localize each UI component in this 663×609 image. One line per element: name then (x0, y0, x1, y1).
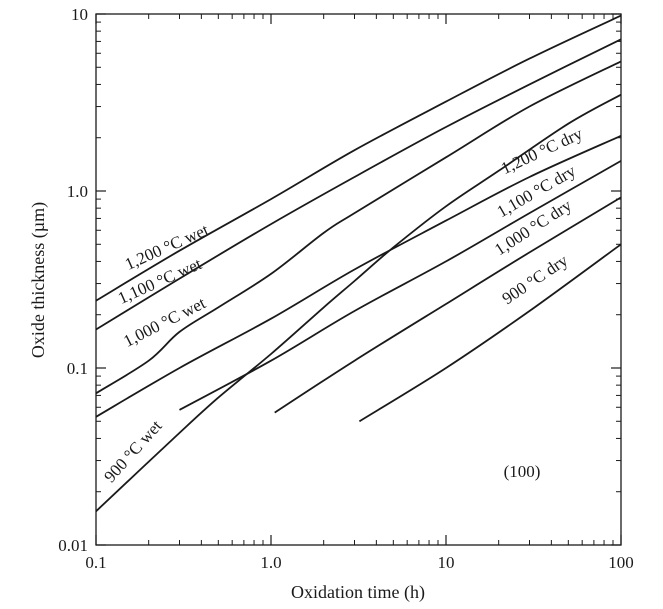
y-tick-label: 0.1 (67, 359, 88, 378)
crystal-orientation-annotation: (100) (504, 462, 541, 481)
x-tick-label: 0.1 (85, 553, 106, 572)
curves (95, 14, 622, 512)
x-axis-title: Oxidation time (h) (291, 582, 425, 603)
curve-900-c-wet (95, 93, 622, 512)
x-tick-label: 1.0 (260, 553, 281, 572)
curve-1-000-c-dry (274, 196, 622, 414)
y-tick-label: 0.01 (58, 536, 88, 555)
curve-1-100-c-wet (95, 38, 622, 331)
plot-frame (95, 13, 622, 546)
curve-1-000-c-wet (95, 60, 622, 395)
x-tick-label: 10 (438, 553, 455, 572)
minor-ticks (96, 14, 621, 545)
curve-1-100-c-dry (179, 160, 622, 411)
y-axis-title: Oxide thickness (µm) (28, 202, 49, 358)
curve-label-900-c-dry: 900 °C dry (499, 250, 572, 308)
y-tick-label: 1.0 (67, 182, 88, 201)
y-tick-label: 10 (71, 5, 88, 24)
curve-1-200-c-dry (95, 134, 622, 418)
x-tick-label: 100 (608, 553, 634, 572)
curve-900-c-dry (358, 243, 622, 423)
curve-1-200-c-wet (95, 14, 622, 302)
